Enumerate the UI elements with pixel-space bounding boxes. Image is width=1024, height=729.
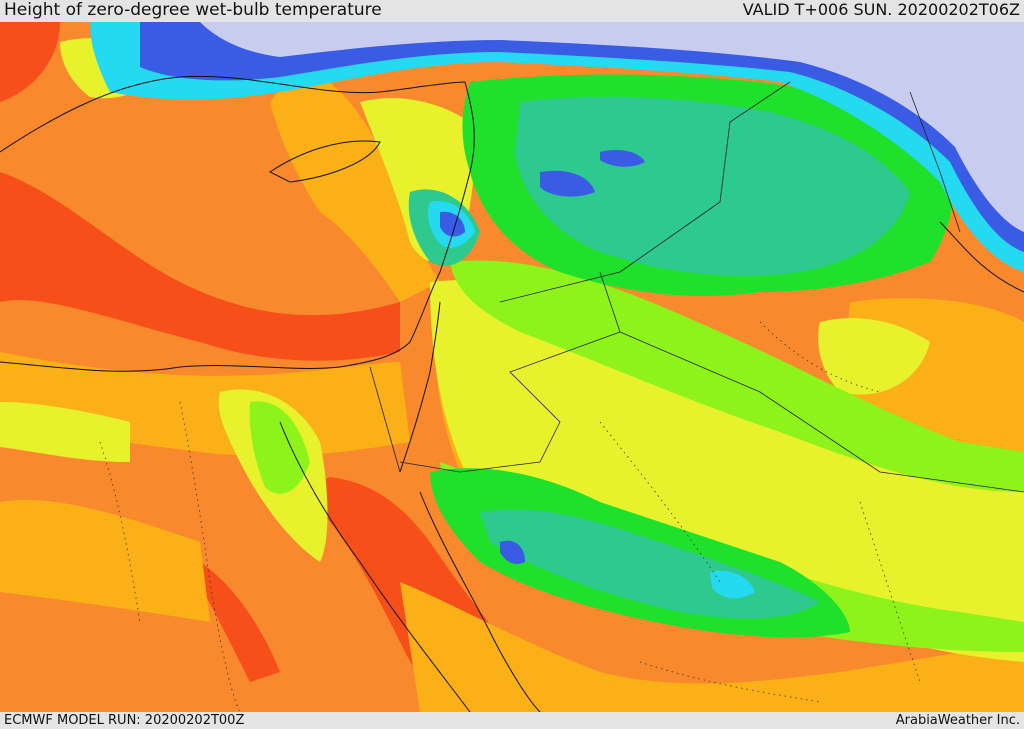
red-streak-egypt [195, 562, 280, 682]
political-borders [369, 81, 1024, 493]
footer-bar: ECMWF MODEL RUN: 20200202T00Z ArabiaWeat… [0, 712, 1024, 729]
iraq-iran-border [909, 91, 961, 233]
red-sea-west-coast [279, 421, 471, 712]
province-borders [99, 321, 921, 712]
model-run-label: ECMWF MODEL RUN: 20200202T00Z [4, 713, 245, 728]
map-title: Height of zero-degree wet-bulb temperatu… [4, 0, 382, 20]
amber-arabia-south [400, 582, 1024, 712]
yellow-libya-strip [0, 402, 130, 462]
amber-sudan [0, 500, 210, 622]
red-band-north-africa [0, 172, 400, 361]
persian-gulf-coast [939, 221, 1024, 293]
amber-levant-coast [270, 62, 440, 302]
weather-map[interactable] [0, 22, 1024, 712]
cyan-saudi-patch [710, 570, 755, 599]
iraq-saudi-border [619, 331, 1024, 493]
syria-iraq-border [499, 81, 791, 303]
cyan-turkey-band [90, 22, 1024, 272]
blue-lebanon-peaks [440, 211, 465, 237]
teal-iraq-core [515, 96, 910, 276]
egypt-israel-border [369, 366, 401, 473]
turkey-south-coast [0, 75, 466, 153]
mediterranean-coast [0, 81, 475, 372]
red-zone-northwest [0, 22, 60, 102]
header-bar: Height of zero-degree wet-bulb temperatu… [0, 0, 1024, 22]
blue-syria-patch [540, 170, 595, 197]
gulf-of-aqaba [399, 301, 441, 473]
yellow-arabia-central [430, 280, 1024, 662]
cyprus-outline [269, 140, 381, 183]
lime-sinai-patch [249, 401, 310, 494]
blue-saudi-patch [500, 540, 525, 564]
lavender-turkey-high [200, 22, 1024, 232]
map-canvas [0, 22, 1024, 712]
lime-band-iraq [450, 260, 1024, 492]
yellow-iran-patch [818, 318, 930, 395]
coastlines [0, 75, 1024, 712]
valid-time: VALID T+006 SUN. 20200202T06Z [742, 0, 1020, 19]
blue-iraq-patch [600, 150, 645, 167]
brand-label: ArabiaWeather Inc. [895, 713, 1020, 728]
red-sea-east-coast [419, 491, 541, 712]
